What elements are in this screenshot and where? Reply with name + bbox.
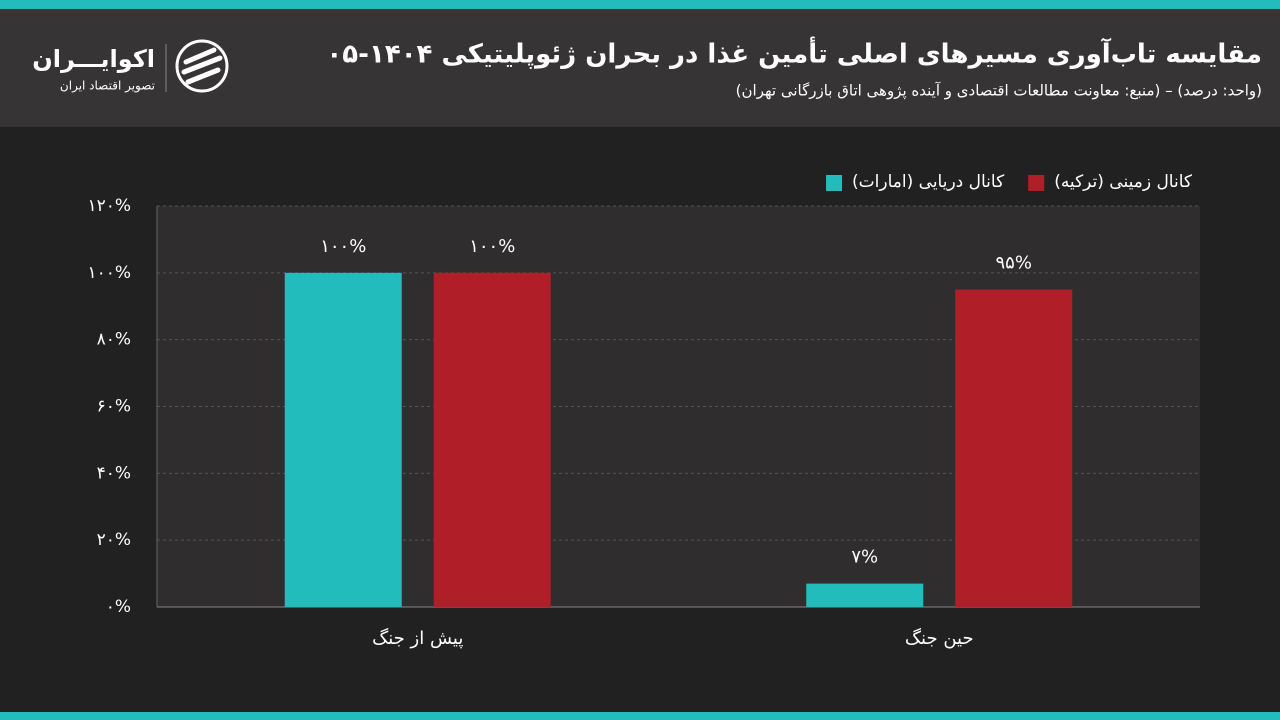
brand-tagline: تصویر اقتصاد ایران (60, 79, 155, 94)
bar (806, 583, 924, 607)
bar (955, 289, 1073, 607)
y-tick-label: ۰% (106, 597, 131, 617)
y-tick-label: ۱۲۰% (87, 196, 131, 216)
value-label: ۱۰۰% (320, 236, 366, 257)
legend-label: کانال زمینی (ترکیه) (1054, 172, 1193, 192)
bar (284, 272, 402, 607)
bar (433, 272, 551, 607)
logo-icon (175, 39, 229, 93)
y-tick-label: ۴۰% (97, 463, 131, 483)
chart-subtitle: (واحد: درصد) – (منبع: معاونت مطالعات اقت… (736, 82, 1262, 101)
logo: اکوایـــران تصویر اقتصاد ایران (32, 39, 229, 94)
legend-swatch (826, 175, 843, 191)
chart-title: مقایسه تاب‌آوری مسیرهای اصلی تأمین غذا د… (326, 37, 1262, 70)
y-tick-label: ۸۰% (97, 330, 131, 350)
logo-stripes (181, 47, 223, 85)
top-strip (0, 0, 1280, 9)
header (0, 9, 1280, 127)
legend-label: کانال دریایی (امارات) (852, 172, 1005, 192)
y-tick-label: ۲۰% (97, 530, 131, 550)
y-tick-label: ۶۰% (97, 397, 131, 417)
legend-swatch (1028, 175, 1045, 191)
x-tick-label: حین جنگ (905, 627, 974, 649)
value-label: ۹۵% (996, 253, 1032, 274)
brand: اکوایـــران (32, 45, 155, 73)
y-tick-label: ۱۰۰% (87, 263, 131, 283)
value-label: ۷% (851, 547, 878, 568)
x-tick-label: پیش از جنگ (372, 627, 463, 649)
value-label: ۱۰۰% (469, 236, 515, 257)
bottom-strip (0, 712, 1280, 720)
